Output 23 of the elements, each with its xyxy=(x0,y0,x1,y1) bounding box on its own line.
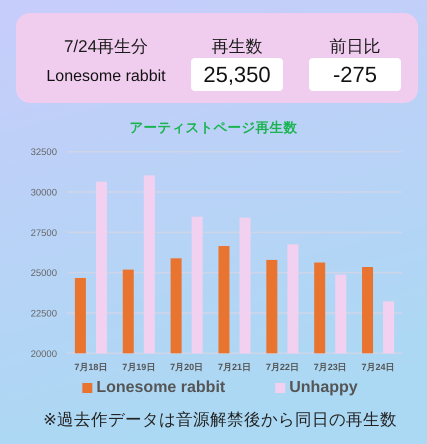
chart-title: アーティストページ再生数 xyxy=(130,120,298,135)
y-tick-label: 27500 xyxy=(30,228,57,239)
text: 前日比 xyxy=(330,37,380,56)
y-tick-label: 20000 xyxy=(30,348,57,360)
text: Lonesome rabbit xyxy=(46,68,166,85)
x-tick-label: 7月18日 xyxy=(74,362,108,372)
y-tick-label: 25000 xyxy=(30,268,57,280)
text: 7/24再生分 xyxy=(64,37,148,56)
y-tick-label: 22500 xyxy=(30,308,57,320)
x-tick-label: 7月24日 xyxy=(362,362,395,372)
text: ※過去作データは音源解禁後から同日の再生数 xyxy=(43,410,397,429)
y-tick-label: 32500 xyxy=(30,147,57,158)
x-tick-label: 7月21日 xyxy=(218,362,252,372)
y-tick-label: 30000 xyxy=(30,188,57,199)
text: -275 xyxy=(332,62,378,87)
text: 25,350 xyxy=(203,62,271,87)
x-tick-label: 7月23日 xyxy=(314,362,347,372)
legend-label: Unhappy xyxy=(289,379,358,396)
text: 再生数 xyxy=(212,37,262,56)
x-tick-label: 7月19日 xyxy=(122,362,156,372)
legend-label: Lonesome rabbit xyxy=(96,379,226,396)
x-tick-label: 7月22日 xyxy=(266,362,299,372)
x-tick-label: 7月20日 xyxy=(170,362,204,372)
